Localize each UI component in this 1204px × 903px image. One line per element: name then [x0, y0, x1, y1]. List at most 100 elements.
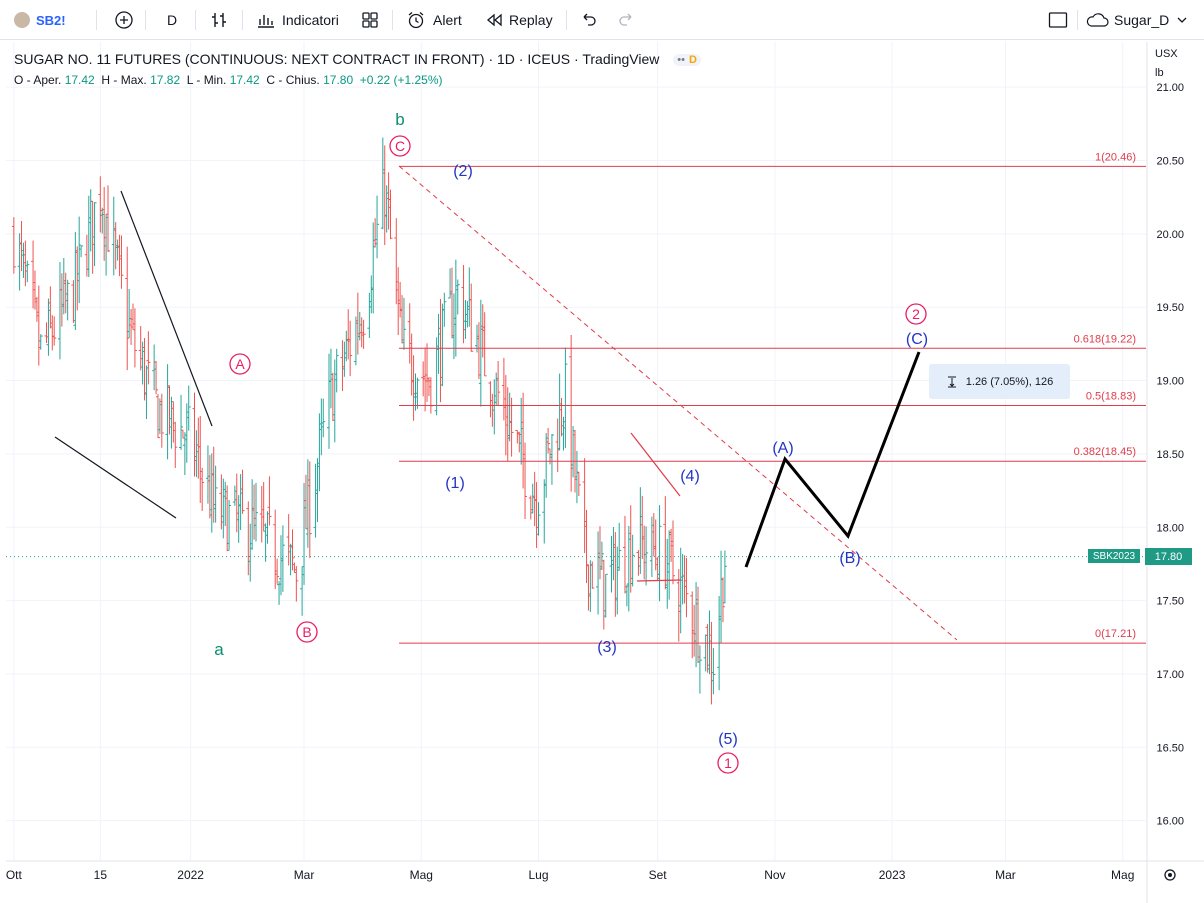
- ohlc-bar: [50, 315, 55, 351]
- ohlc-bar: [571, 426, 576, 478]
- legend-badge[interactable]: •• D: [673, 54, 701, 67]
- chevron-down-icon: [1177, 17, 1187, 23]
- ohlc-bar: [521, 392, 526, 489]
- price-bars: [11, 137, 727, 705]
- price-tick-label: 16.00: [1156, 816, 1184, 828]
- indicators-icon: [258, 15, 274, 28]
- interval-button[interactable]: D: [167, 0, 177, 40]
- legend-title: SUGAR NO. 11 FUTURES (CONTINUOUS: NEXT C…: [14, 51, 660, 67]
- chart-area[interactable]: [6, 42, 1202, 903]
- ohlc-bar: [102, 187, 107, 261]
- ohlc-bar: [286, 514, 291, 566]
- fullscreen-button[interactable]: [1048, 0, 1068, 40]
- ohlc-bar: [557, 373, 562, 451]
- ohlc-bar: [232, 485, 237, 506]
- ohlc-bar: [236, 495, 241, 543]
- price-range-measure[interactable]: 1.26 (7.05%), 126: [929, 364, 1070, 399]
- ohlc-bar: [428, 377, 433, 414]
- ohlc-bar: [396, 267, 401, 336]
- ohlc-bar: [344, 330, 349, 362]
- ohlc-bar: [722, 550, 727, 604]
- price-scale: 21.00 20.50 20.00 19.50 19.00 18.50 18.00 17.50…: [1146, 42, 1184, 903]
- ohlc-bar: [678, 547, 683, 634]
- toolbar-divider: [195, 10, 196, 30]
- layout-save-button[interactable]: Sugar_D: [1084, 0, 1189, 40]
- redo-button[interactable]: [618, 0, 636, 40]
- price-tick-label: 16.50: [1156, 742, 1184, 754]
- wave-4-label: (4): [680, 468, 700, 485]
- symbol-search-button[interactable]: SB2!: [14, 0, 66, 40]
- ohlc-bar: [152, 344, 157, 391]
- ohlc-bar: [211, 446, 216, 523]
- alert-button[interactable]: Alert: [406, 0, 462, 40]
- ohlc-bar: [31, 240, 36, 309]
- ohlc-bar: [532, 471, 537, 527]
- projection-path: [744, 351, 921, 568]
- fib-level-label: 0.618(19.22): [1074, 333, 1136, 345]
- ohlc-bar: [694, 582, 699, 668]
- time-tick-label: Mag: [1111, 868, 1134, 882]
- legend-badge-d: D: [688, 54, 697, 67]
- change-value: +0.22 (+1.25%): [359, 73, 443, 87]
- ohlc-bar: [207, 455, 212, 519]
- price-tick-label: 21.00: [1156, 82, 1184, 94]
- range-icon: [947, 376, 956, 387]
- ohlc-bar: [332, 359, 337, 443]
- wave-B-label: B: [302, 624, 311, 640]
- ohlc-bar: [455, 279, 460, 315]
- unit-label[interactable]: lb: [1155, 67, 1164, 79]
- ohlc-bar: [77, 216, 82, 304]
- symbol-logo-icon: [14, 12, 30, 28]
- price-tick-label: 20.50: [1156, 156, 1184, 168]
- ohlc-bar: [507, 392, 512, 442]
- ohlc-bar: [448, 268, 453, 299]
- price-tick-label: 18.00: [1156, 522, 1184, 534]
- fib-level-label: 0(17.21): [1095, 628, 1136, 640]
- ohlc-bar: [496, 360, 501, 406]
- ohlc-bar: [142, 338, 147, 401]
- toolbar-divider: [96, 10, 97, 30]
- ohlc-bar: [246, 501, 251, 576]
- ohlc-bar: [651, 513, 656, 557]
- ohlc-bar: [213, 465, 218, 523]
- ohlc-bar: [23, 240, 28, 287]
- ohlc-bar: [582, 458, 587, 554]
- ohlc-bar: [86, 195, 91, 278]
- ohlc-bar: [290, 529, 295, 571]
- ohlc-bar: [423, 347, 428, 412]
- ohlc-bar: [305, 459, 310, 548]
- ohlc-bar: [476, 322, 481, 380]
- ohlc-bar: [234, 473, 239, 533]
- indicators-label: Indicatori: [282, 12, 339, 28]
- currency-label[interactable]: USX: [1155, 48, 1178, 60]
- ohlc-bar: [294, 566, 299, 602]
- ohlc-bar: [198, 416, 203, 504]
- settings-gear-icon[interactable]: [1164, 869, 1176, 881]
- ohlc-bar: [574, 450, 579, 504]
- replay-label: Replay: [509, 12, 553, 28]
- ohlc-bar: [680, 554, 685, 605]
- ohlc-bar: [588, 560, 593, 613]
- ohlc-bar: [503, 375, 508, 456]
- replay-button[interactable]: Replay: [485, 0, 553, 40]
- ohlc-bar: [711, 647, 716, 695]
- wedge-upper-line: [120, 190, 213, 427]
- chart-legend-title: SUGAR NO. 11 FUTURES (CONTINUOUS: NEXT C…: [14, 51, 701, 67]
- ohlc-bar: [438, 298, 443, 403]
- templates-button[interactable]: [360, 0, 380, 40]
- ohlc-bar: [628, 505, 633, 593]
- ohlc-bar: [636, 549, 641, 576]
- chart-type-button[interactable]: [209, 0, 229, 40]
- ohlc-bar: [626, 525, 631, 612]
- ohlc-bar: [367, 292, 372, 338]
- ohlc-bar: [505, 387, 510, 462]
- ohlc-bar: [611, 526, 616, 581]
- compare-button[interactable]: [113, 0, 135, 40]
- ohlc-bar: [530, 483, 535, 514]
- ohlc-bar: [528, 495, 533, 520]
- indicators-button[interactable]: Indicatori: [256, 0, 339, 40]
- undo-button[interactable]: [579, 0, 597, 40]
- ohlc-bar: [115, 239, 120, 261]
- ohlc-bar: [98, 176, 103, 233]
